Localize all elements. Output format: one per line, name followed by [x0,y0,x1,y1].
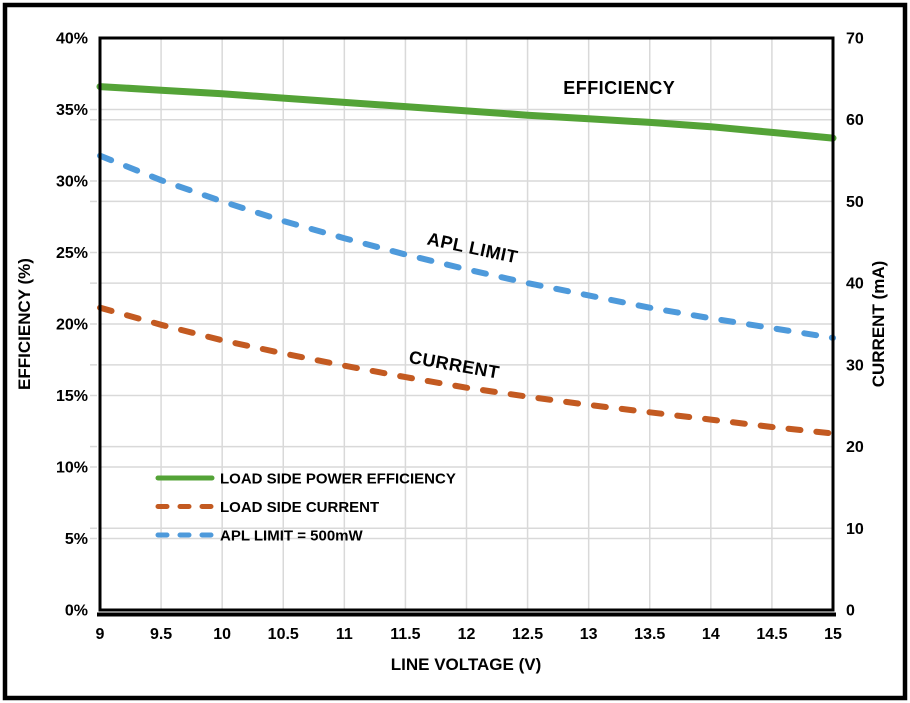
x-tick-label: 11 [336,626,353,643]
y-right-tick-label: 40 [846,276,864,293]
y-right-tick-label: 30 [846,357,864,374]
x-tick-label: 13.5 [634,626,665,643]
x-tick-label: 10 [213,626,231,643]
y-right-axis-title: CURRENT (mA) [869,261,888,388]
load-side-power-efficiency-line [96,83,837,142]
y-left-axis-title: EFFICIENCY (%) [15,258,34,390]
y-right-tick-label: 10 [846,521,864,538]
y-left-tick-label: 30% [56,174,88,191]
x-tick-label: 13 [580,626,598,643]
series-lines [96,83,837,437]
legend: LOAD SIDE POWER EFFICIENCY LOAD SIDE CUR… [155,471,456,545]
y-left-tick-label: 0% [65,603,88,620]
y-right-tick-label: 50 [846,194,864,211]
y-right-tick-label: 70 [846,31,864,48]
x-tick-label: 10.5 [268,626,299,643]
y-right-tick-label: 0 [846,603,855,620]
y-left-tick-label: 25% [56,245,88,262]
y-left-tick-label: 10% [56,460,88,477]
y-left-tick-label: 35% [56,102,88,119]
x-tick-label: 11.5 [390,626,420,643]
y-left-tick-label: 5% [65,531,88,548]
legend-label-apl-limit: APL LIMIT = 500mW [220,528,364,545]
x-tick-label: 14.5 [756,626,787,643]
x-tick-label: 15 [824,626,842,643]
left-axis-outer-ticks [90,108,97,540]
x-axis-title: LINE VOLTAGE (V) [391,655,541,674]
tick-labels: 0% 5% 10% 15% 20% 25% 30% 35% 40% 0 10 20 30 40 50 60 70… [56,31,864,644]
plot-area-border [98,36,835,612]
y-left-tick-label: 20% [56,317,88,334]
y-left-tick-label: 40% [56,31,88,48]
x-tick-label: 14 [702,626,720,643]
x-tick-label: 12.5 [512,626,543,643]
y-left-tick-label: 15% [56,388,88,405]
x-tick-label: 9 [96,626,105,643]
x-tick-label: 12 [458,626,476,643]
y-right-tick-label: 20 [846,439,864,456]
y-right-tick-label: 60 [846,112,864,129]
x-tick-label: 9.5 [150,626,172,643]
annotation-efficiency: EFFICIENCY [563,78,675,98]
load-side-current-line [97,304,836,437]
legend-label-load-current: LOAD SIDE CURRENT [220,499,379,516]
legend-label-efficiency: LOAD SIDE POWER EFFICIENCY [220,471,456,488]
